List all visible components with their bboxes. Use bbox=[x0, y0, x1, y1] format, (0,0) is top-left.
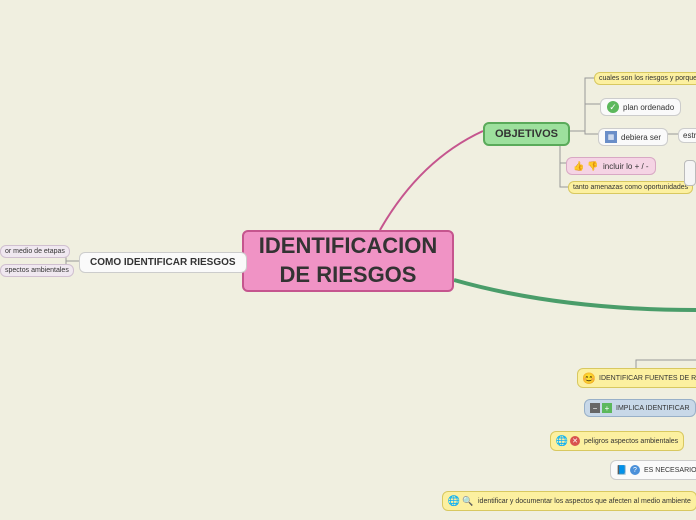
central-label: IDENTIFICACIONDE RIESGOS bbox=[259, 232, 437, 289]
central-node[interactable]: IDENTIFICACIONDE RIESGOS bbox=[242, 230, 454, 292]
globe-search-icon: 🌐 🔍 bbox=[448, 495, 474, 507]
peligros-aspectos-label: peligros aspectos ambientales bbox=[584, 438, 678, 445]
tanto-amenazas-label: tanto amenazas como oportunidades bbox=[573, 184, 688, 191]
side-box bbox=[684, 160, 696, 186]
estru-label: estru bbox=[683, 131, 696, 140]
debiera-ser-label: debiera ser bbox=[621, 133, 661, 142]
objetivos-node[interactable]: OBJETIVOS bbox=[483, 122, 570, 146]
plan-ordenado-node[interactable]: ✓ plan ordenado bbox=[600, 98, 681, 116]
cuales-riesgos-label: cuales son los riesgos y porque se bbox=[599, 75, 696, 82]
por-medio-etapas-label: or medio de etapas bbox=[5, 248, 65, 255]
thumbs-icon: 👍 👎 bbox=[573, 160, 599, 172]
incluir-node[interactable]: 👍 👎 incluir lo + / - bbox=[566, 157, 656, 175]
como-identificar-label: COMO IDENTIFICAR RIESGOS bbox=[90, 257, 236, 268]
identificar-fuentes-label: IDENTIFICAR FUENTES DE RIESGO bbox=[599, 375, 696, 382]
peligros-aspectos-node[interactable]: 🌐 ✕ peligros aspectos ambientales bbox=[550, 431, 684, 451]
aspectos-ambientales-node[interactable]: spectos ambientales bbox=[0, 264, 74, 277]
estru-node[interactable]: estru bbox=[678, 128, 696, 143]
identificar-documentar-node[interactable]: 🌐 🔍 identificar y documentar los aspecto… bbox=[442, 491, 696, 511]
tanto-amenazas-node[interactable]: tanto amenazas como oportunidades bbox=[568, 181, 693, 194]
globe-x-icon: 🌐 ✕ bbox=[556, 435, 580, 447]
grid-icon: ▦ bbox=[605, 131, 617, 143]
identificar-documentar-label: identificar y documentar los aspectos qu… bbox=[478, 498, 691, 505]
plan-ordenado-label: plan ordenado bbox=[623, 103, 674, 112]
check-icon: ✓ bbox=[607, 101, 619, 113]
smiley-icon: 😊 bbox=[583, 372, 595, 384]
cuales-riesgos-node[interactable]: cuales son los riesgos y porque se bbox=[594, 72, 696, 85]
aspectos-ambientales-label: spectos ambientales bbox=[5, 267, 69, 274]
como-identificar-node[interactable]: COMO IDENTIFICAR RIESGOS bbox=[79, 252, 247, 273]
objetivos-label: OBJETIVOS bbox=[495, 128, 558, 140]
identificar-fuentes-node[interactable]: 😊 IDENTIFICAR FUENTES DE RIESGO bbox=[577, 368, 696, 388]
implica-identificar-label: IMPLICA IDENTIFICAR bbox=[616, 405, 690, 412]
por-medio-etapas-node[interactable]: or medio de etapas bbox=[0, 245, 70, 258]
es-necesario-node[interactable]: 📘 ? ES NECESARIO bbox=[610, 460, 696, 480]
book-question-icon: 📘 ? bbox=[616, 464, 640, 476]
es-necesario-label: ES NECESARIO bbox=[644, 467, 696, 474]
incluir-label: incluir lo + / - bbox=[603, 162, 649, 171]
plus-minus-icon: − + bbox=[590, 403, 612, 413]
implica-identificar-node[interactable]: − + IMPLICA IDENTIFICAR bbox=[584, 399, 696, 417]
debiera-ser-node[interactable]: ▦ debiera ser bbox=[598, 128, 668, 146]
